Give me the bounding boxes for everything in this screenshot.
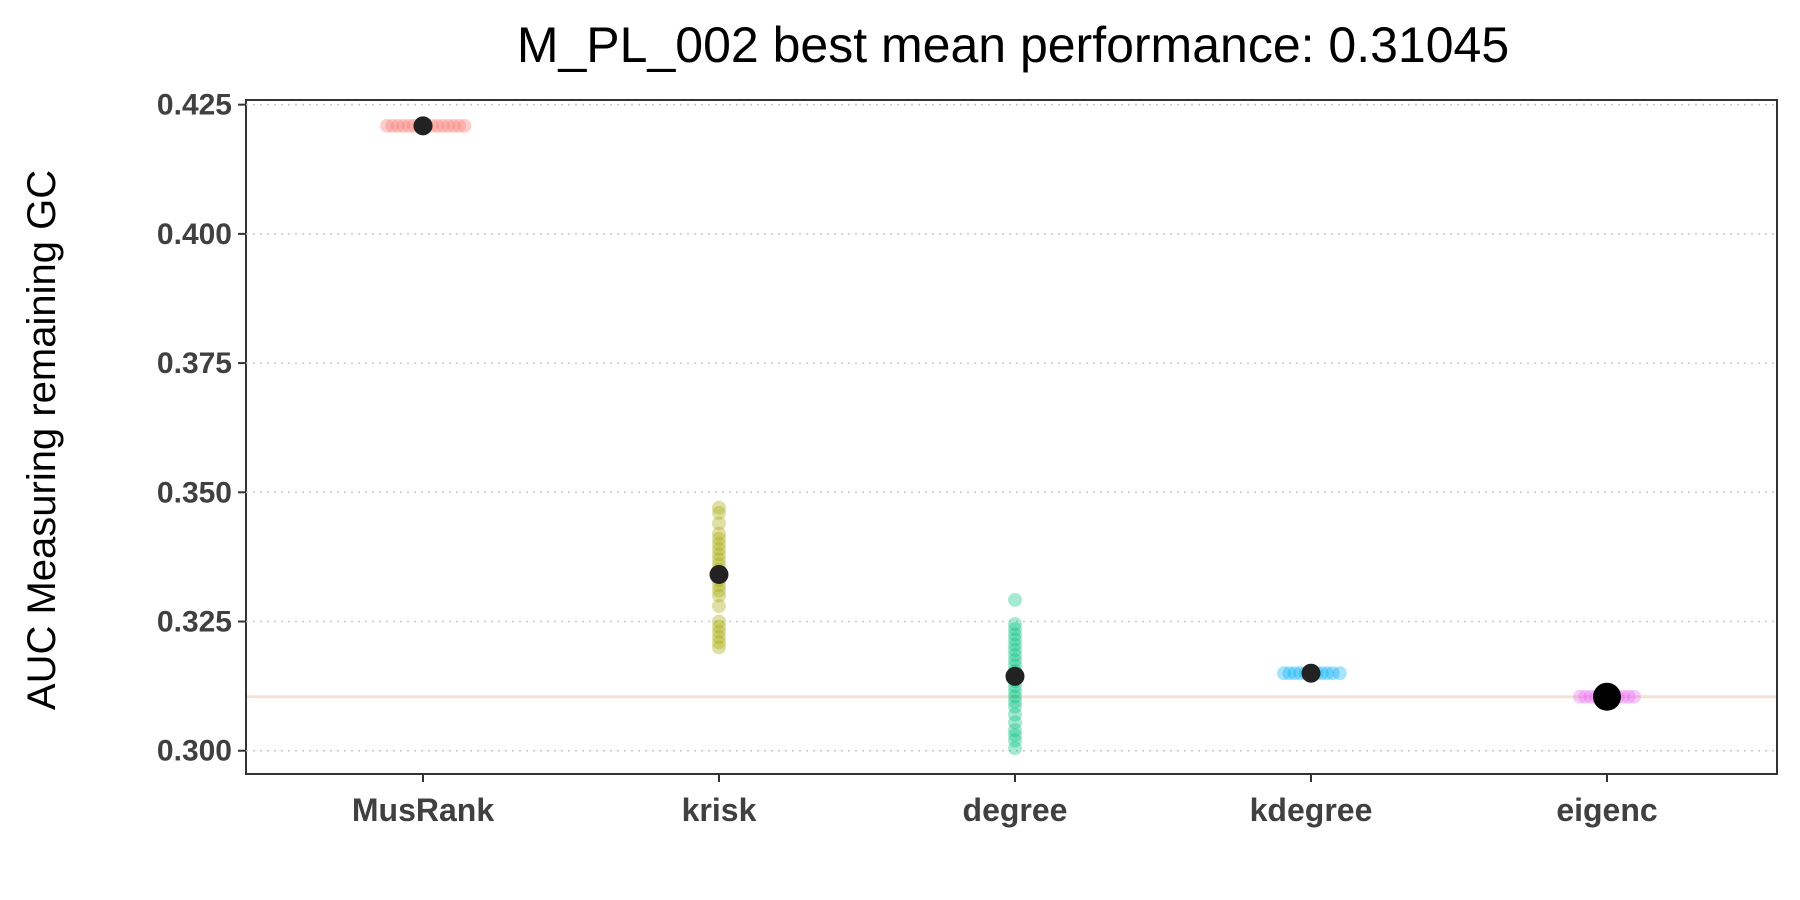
data-point-eigenc — [1627, 689, 1641, 704]
data-point-degree — [1008, 733, 1022, 748]
mean-markers — [413, 116, 1621, 711]
chart-title: M_PL_002 best mean performance: 0.31045 — [517, 17, 1509, 73]
data-point-degree — [1008, 728, 1022, 743]
data-point-MusRank — [441, 118, 456, 133]
data-point-degree — [1008, 648, 1022, 663]
data-point-degree — [1008, 741, 1022, 756]
data-point-kdegree — [1277, 666, 1291, 681]
x-axis: MusRank krisk degree kdegree eigenc — [352, 774, 1658, 828]
data-point-krisk — [712, 505, 726, 520]
data-point-degree — [1008, 723, 1022, 738]
mean-marker-MusRank — [413, 116, 433, 136]
data-point-MusRank — [385, 118, 400, 133]
data-point-degree — [1008, 689, 1022, 704]
data-point-degree — [1008, 699, 1022, 714]
data-point-krisk — [712, 552, 726, 567]
x-tick-label: degree — [963, 792, 1068, 828]
data-point-krisk — [712, 583, 726, 598]
y-axis-label: AUC Measuring remaining GC — [20, 170, 64, 710]
grid-lines — [246, 103, 1777, 752]
data-point-eigenc — [1621, 689, 1636, 704]
data-point-kdegree — [1325, 666, 1340, 681]
data-point-eigenc — [1578, 689, 1593, 704]
data-point-krisk — [712, 536, 726, 551]
x-tick-label: kdegree — [1250, 792, 1373, 828]
y-axis: 0.300 0.325 0.350 0.375 0.400 0.425 — [157, 89, 246, 768]
data-point-degree — [1008, 653, 1022, 668]
x-tick-label: MusRank — [352, 792, 494, 828]
data-point-degree — [1008, 592, 1022, 607]
data-point-kdegree — [1282, 666, 1297, 681]
mean-marker-krisk — [709, 564, 729, 584]
mean-marker-degree — [1005, 666, 1025, 686]
data-point-krisk — [712, 531, 726, 546]
data-point-MusRank — [446, 118, 461, 133]
data-point-krisk — [712, 624, 726, 639]
data-point-eigenc — [1573, 689, 1587, 704]
data-point-degree — [1008, 617, 1022, 632]
data-point-krisk — [712, 516, 726, 531]
mean-marker-kdegree — [1301, 663, 1321, 683]
data-point-krisk — [712, 588, 726, 603]
data-point-degree — [1008, 694, 1022, 709]
data-point-degree — [1008, 684, 1022, 699]
data-point-MusRank — [457, 118, 472, 133]
data-point-MusRank — [380, 118, 394, 133]
data-point-krisk — [712, 614, 726, 629]
data-point-degree — [1008, 715, 1022, 730]
y-tick-label: 0.325 — [157, 606, 232, 639]
data-point-krisk — [712, 599, 726, 614]
y-tick-label: 0.375 — [157, 347, 232, 380]
data-point-krisk — [712, 526, 726, 541]
data-point-krisk — [712, 640, 726, 655]
data-point-MusRank — [435, 118, 450, 133]
data-point-krisk — [712, 500, 726, 515]
data-point-MusRank — [452, 118, 466, 133]
data-point-krisk — [712, 547, 726, 562]
data-point-degree — [1008, 622, 1022, 637]
data-point-degree — [1008, 637, 1022, 652]
plot-panel — [245, 99, 1778, 775]
data-point-krisk — [712, 542, 726, 557]
data-point-degree — [1008, 627, 1022, 642]
data-point-MusRank — [430, 118, 445, 133]
y-tick-label: 0.350 — [157, 476, 232, 509]
data-point-degree — [1008, 642, 1022, 657]
data-point-MusRank — [401, 118, 416, 133]
mean-marker-eigenc — [1593, 682, 1621, 711]
data-point-kdegree — [1287, 666, 1302, 681]
data-point-krisk — [712, 619, 726, 634]
data-point-degree — [1008, 632, 1022, 647]
data-point-MusRank — [390, 118, 405, 133]
data-point-kdegree — [1332, 666, 1347, 681]
y-tick-label: 0.400 — [157, 218, 232, 251]
y-tick-label: 0.300 — [157, 735, 232, 768]
y-tick-label: 0.425 — [157, 89, 232, 122]
data-point-krisk — [712, 630, 726, 645]
data-point-degree — [1008, 707, 1022, 722]
data-point-krisk — [712, 635, 726, 650]
x-tick-label: eigenc — [1556, 792, 1657, 828]
data-point-MusRank — [396, 118, 411, 133]
x-tick-label: krisk — [682, 792, 757, 828]
data-point-kdegree — [1320, 666, 1335, 681]
